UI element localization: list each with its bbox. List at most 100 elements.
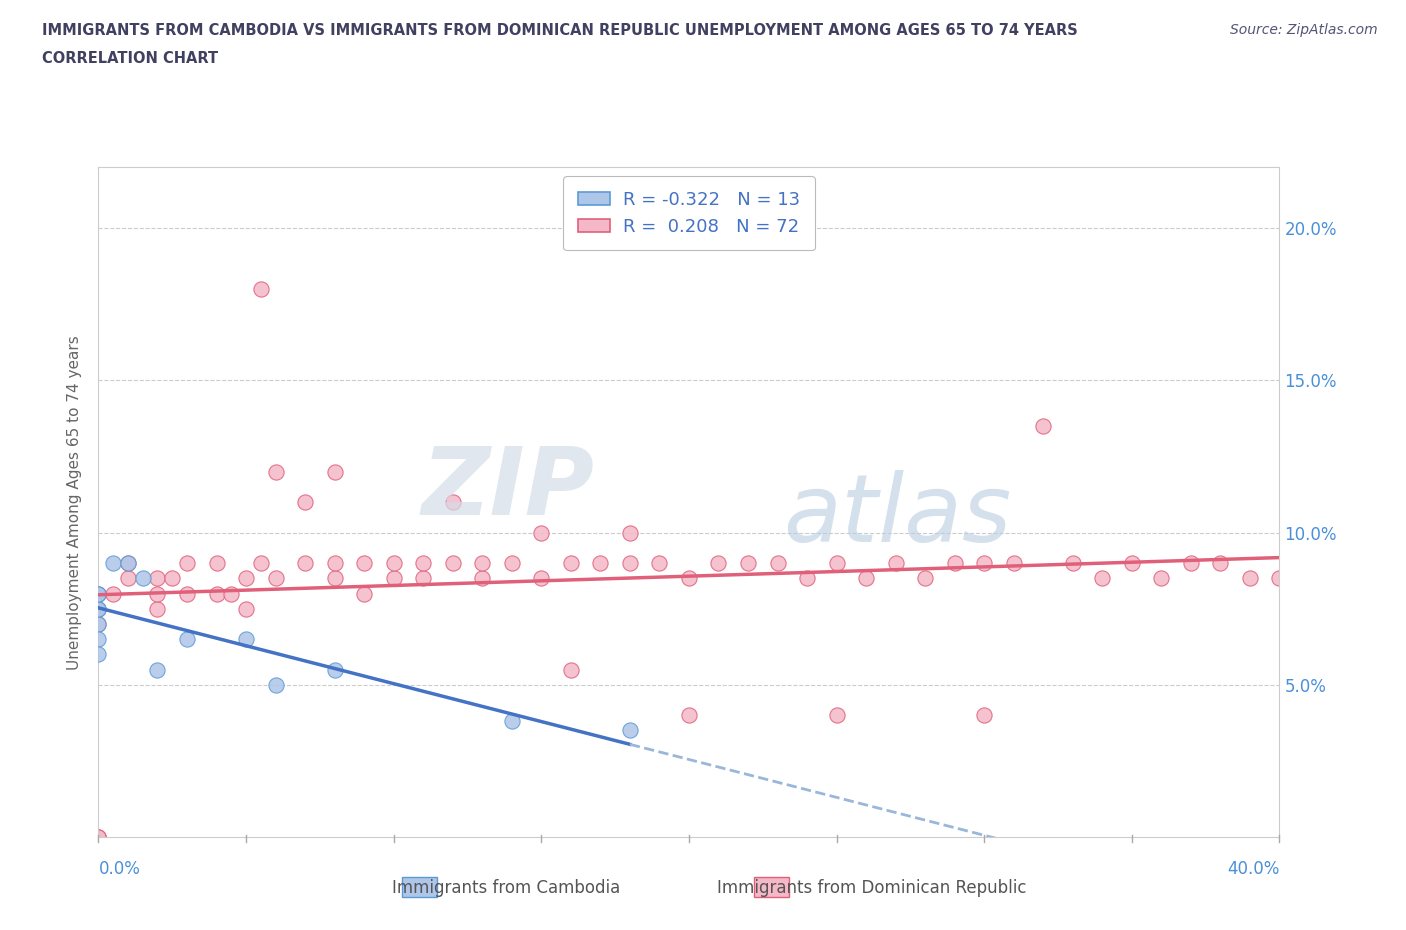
Point — [87, 617, 110, 631]
Point — [323, 464, 346, 479]
Point — [87, 602, 110, 617]
Point — [737, 555, 759, 570]
Point — [132, 571, 155, 586]
Point — [973, 555, 995, 570]
Point — [264, 464, 287, 479]
Point — [219, 586, 242, 601]
Point — [87, 586, 110, 601]
Point — [619, 525, 641, 540]
Point — [530, 571, 553, 586]
Point — [235, 602, 257, 617]
Point — [264, 571, 287, 586]
Point — [441, 555, 464, 570]
Point — [87, 830, 110, 844]
Point — [323, 555, 346, 570]
Text: Immigrants from Cambodia: Immigrants from Cambodia — [392, 879, 620, 897]
Point — [103, 555, 125, 570]
Point — [382, 571, 405, 586]
Point — [648, 555, 671, 570]
Point — [1091, 571, 1114, 586]
Text: 40.0%: 40.0% — [1227, 860, 1279, 878]
Text: 0.0%: 0.0% — [98, 860, 141, 878]
Point — [884, 555, 907, 570]
Point — [117, 555, 139, 570]
Point — [1180, 555, 1202, 570]
Point — [87, 586, 110, 601]
Point — [560, 662, 582, 677]
Point — [87, 617, 110, 631]
Point — [176, 631, 198, 646]
Text: IMMIGRANTS FROM CAMBODIA VS IMMIGRANTS FROM DOMINICAN REPUBLIC UNEMPLOYMENT AMON: IMMIGRANTS FROM CAMBODIA VS IMMIGRANTS F… — [42, 23, 1078, 38]
Point — [1150, 571, 1173, 586]
Point — [766, 555, 789, 570]
Point — [619, 723, 641, 737]
Point — [146, 602, 169, 617]
Point — [146, 662, 169, 677]
FancyBboxPatch shape — [754, 877, 789, 897]
Point — [87, 602, 110, 617]
Point — [619, 555, 641, 570]
Point — [796, 571, 818, 586]
Point — [117, 555, 139, 570]
Point — [1062, 555, 1084, 570]
Point — [323, 571, 346, 586]
Point — [825, 555, 848, 570]
Point — [560, 555, 582, 570]
FancyBboxPatch shape — [402, 877, 437, 897]
Point — [973, 708, 995, 723]
Point — [353, 555, 375, 570]
Point — [589, 555, 612, 570]
Point — [530, 525, 553, 540]
Point — [264, 677, 287, 692]
Point — [501, 714, 523, 729]
Point — [87, 647, 110, 662]
Point — [103, 586, 125, 601]
Text: atlas: atlas — [783, 470, 1012, 561]
Point — [1268, 571, 1291, 586]
Point — [294, 555, 316, 570]
Point — [87, 830, 110, 844]
Point — [235, 631, 257, 646]
Point — [678, 571, 700, 586]
Point — [678, 708, 700, 723]
Point — [235, 571, 257, 586]
Y-axis label: Unemployment Among Ages 65 to 74 years: Unemployment Among Ages 65 to 74 years — [67, 335, 83, 670]
Point — [323, 662, 346, 677]
Text: Immigrants from Dominican Republic: Immigrants from Dominican Republic — [717, 879, 1026, 897]
Point — [471, 571, 494, 586]
Point — [825, 708, 848, 723]
Point — [914, 571, 936, 586]
Point — [294, 495, 316, 510]
Point — [855, 571, 877, 586]
Point — [87, 631, 110, 646]
Point — [176, 555, 198, 570]
Point — [1209, 555, 1232, 570]
Point — [412, 571, 434, 586]
Point — [205, 586, 228, 601]
Point — [87, 586, 110, 601]
Point — [353, 586, 375, 601]
Point — [943, 555, 966, 570]
Text: CORRELATION CHART: CORRELATION CHART — [42, 51, 218, 66]
Legend: R = -0.322   N = 13, R =  0.208   N = 72: R = -0.322 N = 13, R = 0.208 N = 72 — [564, 177, 814, 250]
Point — [117, 571, 139, 586]
Point — [162, 571, 183, 586]
Point — [1002, 555, 1025, 570]
Point — [250, 282, 273, 297]
Point — [146, 571, 169, 586]
Point — [501, 555, 523, 570]
Point — [205, 555, 228, 570]
Point — [382, 555, 405, 570]
Point — [87, 830, 110, 844]
Point — [1239, 571, 1261, 586]
Point — [707, 555, 730, 570]
Point — [412, 555, 434, 570]
Point — [1121, 555, 1143, 570]
Text: Source: ZipAtlas.com: Source: ZipAtlas.com — [1230, 23, 1378, 37]
Point — [471, 555, 494, 570]
Text: ZIP: ZIP — [422, 443, 595, 535]
Point — [441, 495, 464, 510]
Point — [1032, 418, 1054, 433]
Point — [176, 586, 198, 601]
Point — [250, 555, 273, 570]
